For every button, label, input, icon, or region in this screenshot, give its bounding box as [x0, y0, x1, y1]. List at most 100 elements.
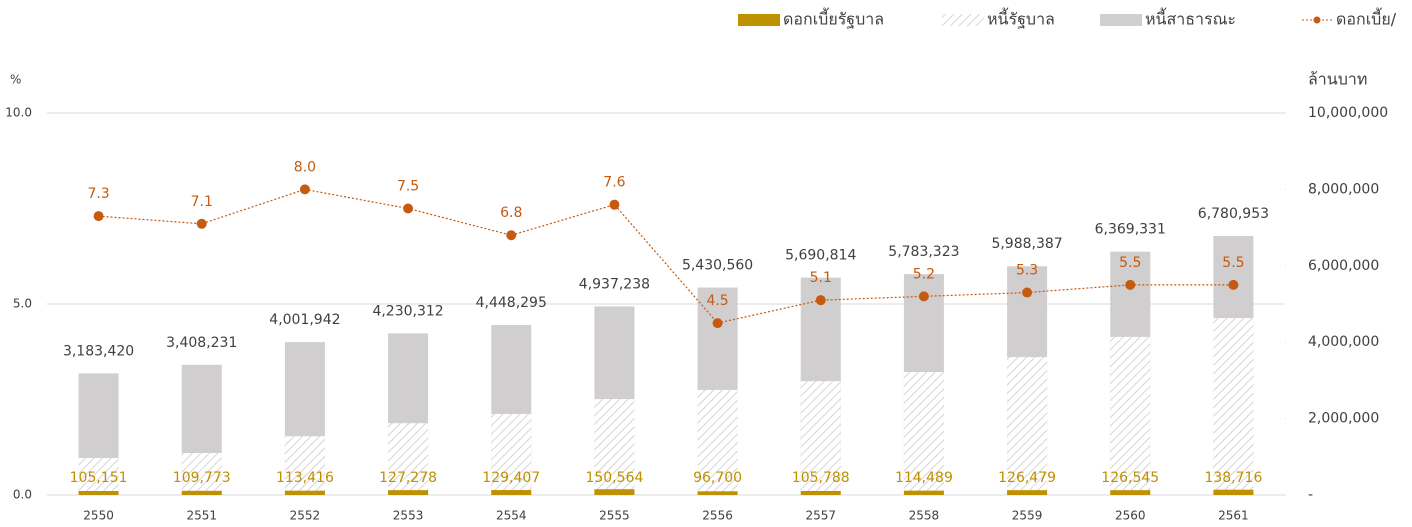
data-label: 3,183,420	[63, 343, 134, 359]
point	[712, 318, 723, 329]
bar	[388, 490, 429, 495]
x-tick-label: 2554	[496, 509, 527, 523]
bar	[697, 491, 738, 495]
bar	[594, 399, 635, 495]
data-label: 5,690,814	[785, 248, 856, 264]
point	[1022, 287, 1033, 298]
y2-tick-label: 8,000,000	[1308, 181, 1379, 197]
x-tick-label: 2559	[1012, 509, 1043, 523]
point	[196, 218, 207, 229]
data-label: 6,369,331	[1095, 222, 1166, 238]
data-label: 150,564	[585, 470, 643, 486]
data-label: 105,788	[792, 470, 850, 486]
bar	[1110, 490, 1151, 495]
y2-tick-label: 10,000,000	[1308, 105, 1388, 121]
data-label: 5.2	[913, 266, 935, 282]
legend-swatch	[1313, 16, 1321, 24]
data-label: 5.5	[1222, 255, 1244, 271]
y-tick-label: 5.0	[13, 297, 32, 311]
bar	[491, 490, 532, 495]
data-label: 4,001,942	[269, 312, 340, 328]
y-tick-label: 10.0	[5, 106, 32, 120]
data-label: 5,430,560	[682, 258, 753, 274]
data-label: 138,716	[1204, 470, 1262, 486]
data-label: 4,448,295	[476, 295, 547, 311]
bar	[1213, 489, 1254, 495]
y2-axis-label: ล้านบาท	[1308, 70, 1367, 89]
data-label: 5.1	[810, 270, 832, 286]
data-label: 8.0	[294, 159, 316, 175]
point	[918, 291, 929, 302]
data-label: 6,780,953	[1198, 206, 1269, 222]
data-label: 4,230,312	[372, 303, 443, 319]
bar	[491, 414, 532, 495]
point	[1125, 279, 1136, 290]
line	[98, 188, 1234, 324]
bar	[181, 490, 222, 495]
bar	[800, 381, 841, 495]
data-label: 127,278	[379, 470, 437, 486]
x-tick-label: 2555	[599, 509, 630, 523]
bar	[903, 490, 944, 495]
x-tick-label: 2556	[702, 509, 733, 523]
y-axis-label: %	[10, 73, 21, 87]
bar	[388, 423, 429, 495]
bar	[1007, 357, 1048, 495]
x-tick-label: 2552	[290, 509, 321, 523]
data-label: 4,937,238	[579, 276, 650, 292]
x-tick-label: 2551	[186, 509, 217, 523]
data-label: 126,479	[998, 470, 1056, 486]
x-tick-label: 2550	[83, 509, 114, 523]
x-tick-label: 2553	[393, 509, 424, 523]
data-label: 114,489	[895, 470, 953, 486]
data-label: 7.1	[191, 194, 213, 210]
y-tick-label: 0.0	[13, 488, 32, 502]
data-label: 96,700	[693, 470, 742, 486]
data-label: 6.8	[500, 205, 522, 221]
data-label: 7.5	[397, 179, 419, 195]
bar	[284, 490, 325, 495]
y2-tick-label: 4,000,000	[1308, 334, 1379, 350]
legend-swatch	[738, 14, 780, 26]
point	[93, 211, 104, 222]
legend-label: ดอกเบี้ย/	[1336, 8, 1397, 29]
bar	[181, 452, 222, 495]
bar	[1110, 336, 1151, 495]
data-label: 109,773	[173, 470, 231, 486]
y2-tick-label: 6,000,000	[1308, 258, 1379, 274]
bar	[594, 489, 635, 495]
point	[403, 203, 414, 214]
bar	[1213, 318, 1254, 495]
bar	[78, 457, 119, 495]
data-label: 7.3	[87, 186, 109, 202]
data-label: 129,407	[482, 470, 540, 486]
legend-label: ดอกเบี้ยรัฐบาล	[783, 8, 884, 29]
data-label: 126,545	[1101, 470, 1159, 486]
bar	[697, 389, 738, 495]
data-label: 113,416	[276, 470, 334, 486]
data-label: 3,408,231	[166, 335, 237, 351]
bar	[800, 490, 841, 495]
x-tick-label: 2560	[1115, 509, 1146, 523]
point	[1228, 279, 1239, 290]
data-label: 7.6	[603, 175, 625, 191]
bar	[284, 436, 325, 495]
legend-label: หนี้สาธารณะ	[1145, 8, 1236, 29]
point	[299, 184, 310, 195]
legend-swatch	[942, 14, 984, 26]
data-label: 4.5	[706, 293, 728, 309]
data-label: 105,151	[70, 470, 128, 486]
data-label: 5,988,387	[991, 236, 1062, 252]
bar	[903, 371, 944, 495]
y2-tick-label: -	[1308, 487, 1313, 503]
point	[815, 295, 826, 306]
data-label: 5,783,323	[888, 244, 959, 260]
bar	[78, 490, 119, 495]
point	[506, 230, 517, 241]
legend-label: หนี้รัฐบาล	[987, 8, 1055, 29]
x-tick-label: 2558	[909, 509, 940, 523]
data-label: 5.3	[1016, 263, 1038, 279]
x-tick-label: 2561	[1218, 509, 1249, 523]
legend-swatch	[1100, 14, 1142, 26]
